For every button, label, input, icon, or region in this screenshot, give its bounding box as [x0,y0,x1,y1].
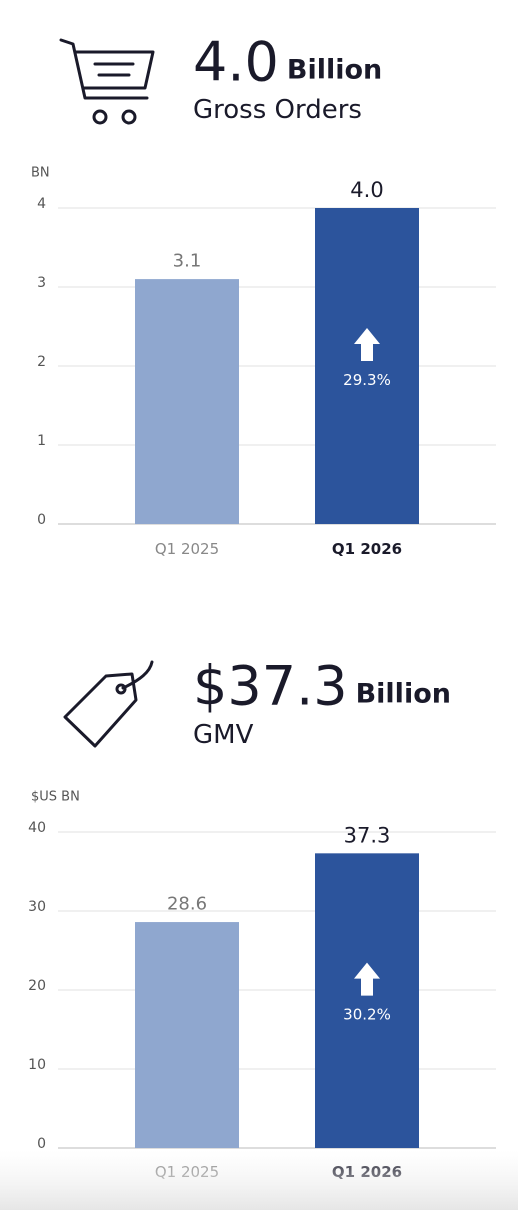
headline-unit: Billion [356,679,451,710]
tag-icon [63,660,154,748]
y-tick-label: 3 [37,275,46,291]
bar [135,922,239,1148]
bar [315,208,419,524]
y-tick-label: 10 [28,1057,46,1073]
growth-arrow [354,962,380,996]
value-label: 28.6 [167,894,207,915]
value-label: 3.1 [173,251,202,272]
y-tick-label: 30 [28,899,46,915]
y-tick-label: 1 [37,433,46,449]
bottom-fade [0,1150,518,1210]
bar [315,853,419,1148]
value-label: 4.0 [350,178,383,202]
cart-icon [59,38,155,125]
headline-unit: Billion [287,55,382,86]
value-label: 37.3 [344,823,391,847]
y-tick-label: 0 [37,1136,46,1152]
y-tick-label: 4 [37,196,46,212]
chart-title: Gross Orders [193,95,362,125]
x-tick-label: Q1 2026 [332,540,402,558]
headline-value: $37.3 [193,655,348,718]
y-tick-label: 40 [28,820,46,836]
chart-title: GMV [193,720,254,750]
growth-label: 30.2% [343,1006,391,1024]
y-tick-label: 20 [28,978,46,994]
y-tick-label: 2 [37,354,46,370]
y-tick-label: 0 [37,512,46,528]
y-axis-label: BN [31,166,50,181]
x-tick-label: Q1 2025 [155,540,219,558]
headline-value: 4.0 [193,31,279,94]
y-axis-label: $US BN [31,790,80,805]
charts: 4.0 Billion Gross Orders BN 0 1 2 3 4 3.1 Q1 2025 4… [28,31,496,1181]
growth-arrow [354,328,380,361]
growth-label: 29.3% [343,371,391,389]
bar [135,279,239,524]
